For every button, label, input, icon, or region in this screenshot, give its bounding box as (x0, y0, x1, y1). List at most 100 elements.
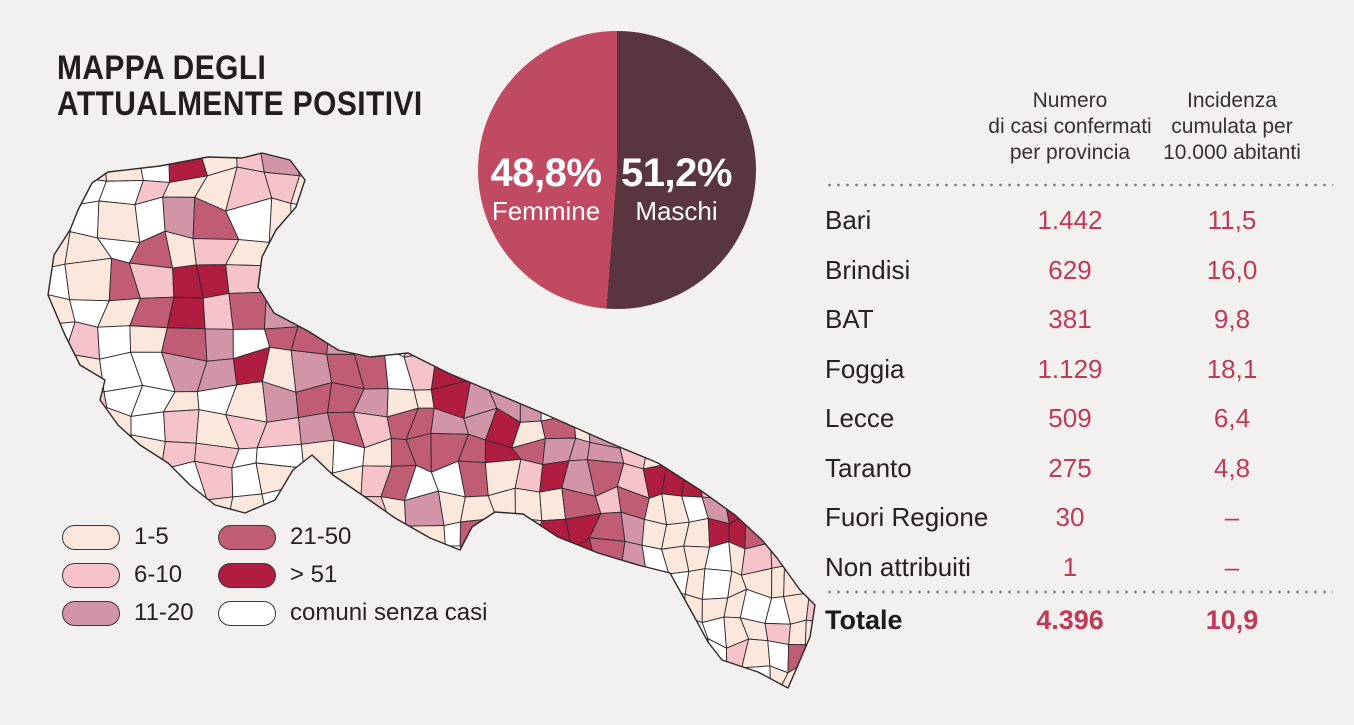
page-title-line1: MAPPA DEGLI (57, 49, 267, 87)
province-name: Taranto (825, 452, 912, 483)
incidence-value: 16,0 (1206, 254, 1258, 285)
municipality-cell (300, 439, 335, 474)
legend-label: comuni senza casi (290, 599, 488, 626)
municipality-cell (771, 565, 785, 599)
male-label: Maschi (635, 196, 718, 226)
municipality-cell (519, 384, 542, 423)
table-row-bari: Bari 1.442 11,5 (825, 196, 1335, 246)
legend-swatch-no-cases (218, 600, 276, 626)
table-row-lecce: Lecce 509 6,4 (825, 394, 1335, 444)
municipality-cell (642, 435, 671, 470)
municipality-cell (588, 537, 626, 572)
incidence-value: 11,5 (1207, 205, 1257, 236)
municipality-cell (48, 263, 71, 301)
municipality-cell (228, 291, 268, 330)
cases-value: 30 (1055, 502, 1085, 533)
municipality-cell (129, 325, 168, 353)
municipality-cell (744, 514, 772, 550)
municipality-cell (514, 487, 543, 522)
incidence-value: 18,1 (1206, 353, 1258, 384)
header-incidence-column: Incidenza cumulata per 10.000 abitanti (1163, 89, 1301, 164)
table-row-taranto: Taranto 275 4,8 (825, 444, 1335, 494)
municipality-cell (202, 293, 234, 330)
municipality-cell (261, 487, 302, 524)
municipality-cell (68, 407, 108, 442)
municipality-cell (96, 200, 141, 243)
page-title-line2: ATTUALMENTE POSITIVI (57, 85, 423, 124)
legend-item-over-51: > 51 (218, 561, 337, 589)
municipality-cell (783, 565, 810, 597)
legend-label: 11-20 (134, 599, 194, 626)
municipality-cell (459, 545, 497, 569)
municipality-cell (586, 408, 626, 449)
province-name: BAT (825, 304, 874, 335)
legend-label: 1-5 (134, 523, 169, 550)
municipality-cell (681, 465, 703, 498)
municipality-cell (258, 153, 301, 177)
puglia-choropleth-map (47, 152, 816, 689)
legend-item-1-5: 1-5 (62, 523, 169, 551)
legend-item-21-50: 21-50 (218, 523, 351, 551)
municipality-cell (619, 408, 651, 449)
municipality-cell (166, 296, 206, 330)
municipality-cell (443, 521, 461, 547)
table-header: Numero di casi confermati per provincia … (825, 88, 1335, 166)
table-row-bat: BAT 381 9,8 (825, 295, 1335, 345)
municipality-cell (163, 409, 200, 444)
table-row-foggia: Foggia 1.129 18,1 (825, 345, 1335, 395)
municipality-cell (288, 467, 334, 492)
legend-item-no-cases: comuni senza casi (218, 599, 487, 627)
header-cases-column: Numero di casi confermati per provincia (988, 89, 1152, 164)
legend-swatch-6-10 (62, 562, 120, 588)
legend-swatch-11-20 (62, 600, 120, 626)
municipality-cell (204, 328, 234, 362)
cases-value: 629 (1048, 254, 1092, 285)
total-label: Totale (825, 605, 903, 636)
cases-value: 1 (1062, 551, 1078, 582)
province-name: Bari (825, 205, 872, 236)
gender-pie-chart: 48,8% Femmine 51,2% Maschi (478, 31, 756, 309)
incidence-value: 9,8 (1213, 304, 1251, 335)
total-incidence-value: 10,9 (1205, 605, 1259, 636)
municipality-cell (741, 665, 772, 688)
pie-slice-label-male: 51,2% Maschi (613, 151, 740, 227)
province-name: Non attribuiti (825, 551, 971, 582)
municipality-cell (64, 257, 113, 302)
cases-value: 509 (1048, 403, 1092, 434)
municipality-cell (682, 593, 703, 624)
legend-label: 6-10 (134, 561, 183, 588)
municipality-cell (130, 434, 166, 471)
legend-item-11-20: 11-20 (62, 599, 194, 627)
table-row-brindisi: Brindisi 629 16,0 (825, 246, 1335, 296)
cases-value: 381 (1048, 304, 1092, 335)
municipality-cell (805, 590, 815, 623)
province-table: Bari 1.442 11,5 Brindisi 629 16,0 BAT 38… (825, 196, 1335, 592)
municipality-cell (383, 326, 416, 358)
pie-slice-label-female: 48,8% Femmine (481, 151, 611, 227)
province-name: Fuori Regione (825, 502, 989, 533)
municipality-cell (290, 203, 329, 244)
municipality-cell (514, 517, 543, 550)
male-percentage: 51,2% (621, 151, 732, 195)
legend-label: 21-50 (290, 523, 352, 550)
legend-swatch-21-50 (218, 524, 276, 550)
municipality-cell (403, 320, 438, 358)
municipality-cell (701, 568, 733, 600)
female-percentage: 48,8% (490, 151, 602, 195)
legend-item-6-10: 6-10 (62, 561, 182, 589)
municipality-cell (326, 327, 365, 355)
municipality-cell (291, 294, 331, 329)
province-name: Lecce (825, 403, 895, 434)
municipality-cell (804, 641, 815, 668)
municipality-cell (353, 328, 393, 355)
table-row-fuori-regione: Fuori Regione 30 – (825, 493, 1335, 543)
province-name: Foggia (825, 353, 905, 384)
incidence-value: – (1224, 551, 1240, 582)
incidence-value: 4,8 (1213, 452, 1251, 483)
incidence-value: – (1224, 502, 1240, 533)
municipality-cell (680, 638, 711, 669)
municipality-cell (431, 545, 467, 577)
page-title: MAPPA DEGLI ATTUALMENTE POSITIVI (57, 50, 423, 122)
cases-value: 1.129 (1037, 353, 1103, 384)
